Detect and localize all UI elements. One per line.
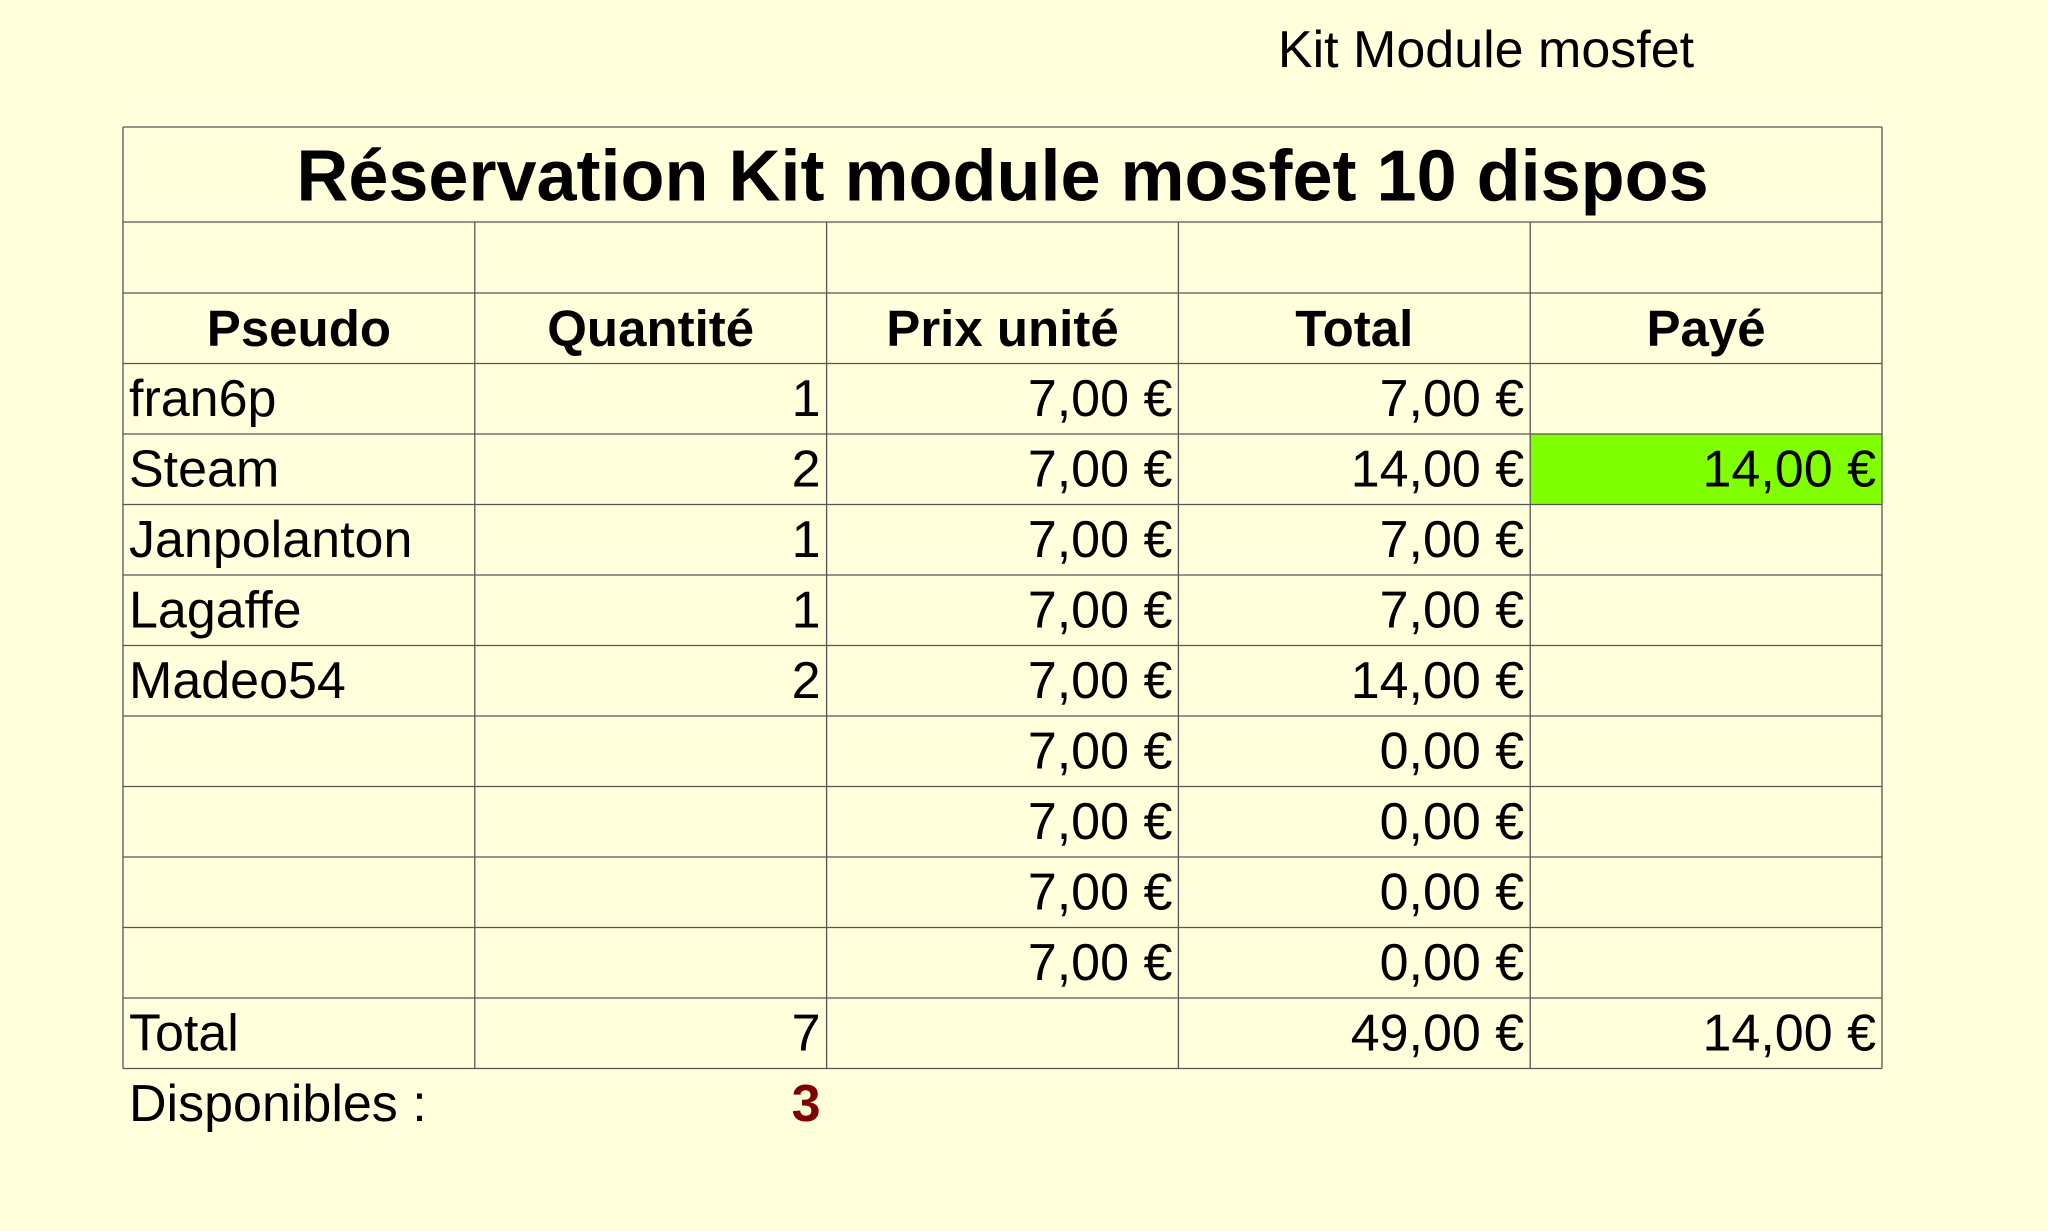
cell-text: Madeo54 — [129, 652, 346, 710]
available-label: Disponibles : — [129, 1075, 427, 1133]
cell-text: 14,00 € — [1351, 652, 1525, 710]
cell-text: 14,00 € — [1703, 440, 1877, 498]
cell-text: 2 — [792, 440, 821, 498]
cell-text: 1 — [792, 370, 821, 428]
available-value: 3 — [792, 1075, 821, 1133]
cell-text: 1 — [792, 511, 821, 569]
cell-text: 7,00 € — [1028, 581, 1173, 639]
sheet-title: Kit Module mosfet — [1278, 21, 1695, 79]
cell-text: Janpolanton — [129, 511, 412, 569]
cell-text: 7,00 € — [1028, 722, 1173, 780]
cell-text: 7,00 € — [1028, 934, 1173, 992]
column-header: Pseudo — [207, 300, 391, 357]
cell-text: 1 — [792, 581, 821, 639]
cell-text: 0,00 € — [1380, 722, 1525, 780]
cell-text: 7,00 € — [1028, 793, 1173, 851]
cell-highlight — [1530, 434, 1882, 505]
cell-text: 2 — [792, 652, 821, 710]
column-header: Quantité — [547, 300, 754, 357]
cell-text: 7,00 € — [1028, 511, 1173, 569]
cell-text: 0,00 € — [1380, 793, 1525, 851]
cell-text: 7,00 € — [1028, 863, 1173, 921]
cell-text: 0,00 € — [1380, 863, 1525, 921]
cell-text: 7,00 € — [1380, 511, 1525, 569]
cell-text: 7,00 € — [1028, 652, 1173, 710]
column-header: Prix unité — [886, 300, 1118, 357]
cell-text: 49,00 € — [1351, 1004, 1525, 1062]
cell-text: Total — [129, 1004, 239, 1062]
cell-text: Lagaffe — [129, 581, 302, 639]
cell-text: Steam — [129, 440, 279, 498]
cell-text: 7,00 € — [1028, 440, 1173, 498]
cell-text: 7 — [792, 1004, 821, 1062]
cell-text: 14,00 € — [1351, 440, 1525, 498]
cell-text: fran6p — [129, 370, 276, 428]
cell-text: 7,00 € — [1380, 581, 1525, 639]
cell-text: 7,00 € — [1028, 370, 1173, 428]
column-header: Payé — [1647, 300, 1766, 357]
cell-text: 14,00 € — [1703, 1004, 1877, 1062]
cell-text: 0,00 € — [1380, 934, 1525, 992]
column-header: Total — [1295, 300, 1413, 357]
cell-text: 7,00 € — [1380, 370, 1525, 428]
table-title: Réservation Kit module mosfet 10 dispos — [296, 137, 1708, 217]
